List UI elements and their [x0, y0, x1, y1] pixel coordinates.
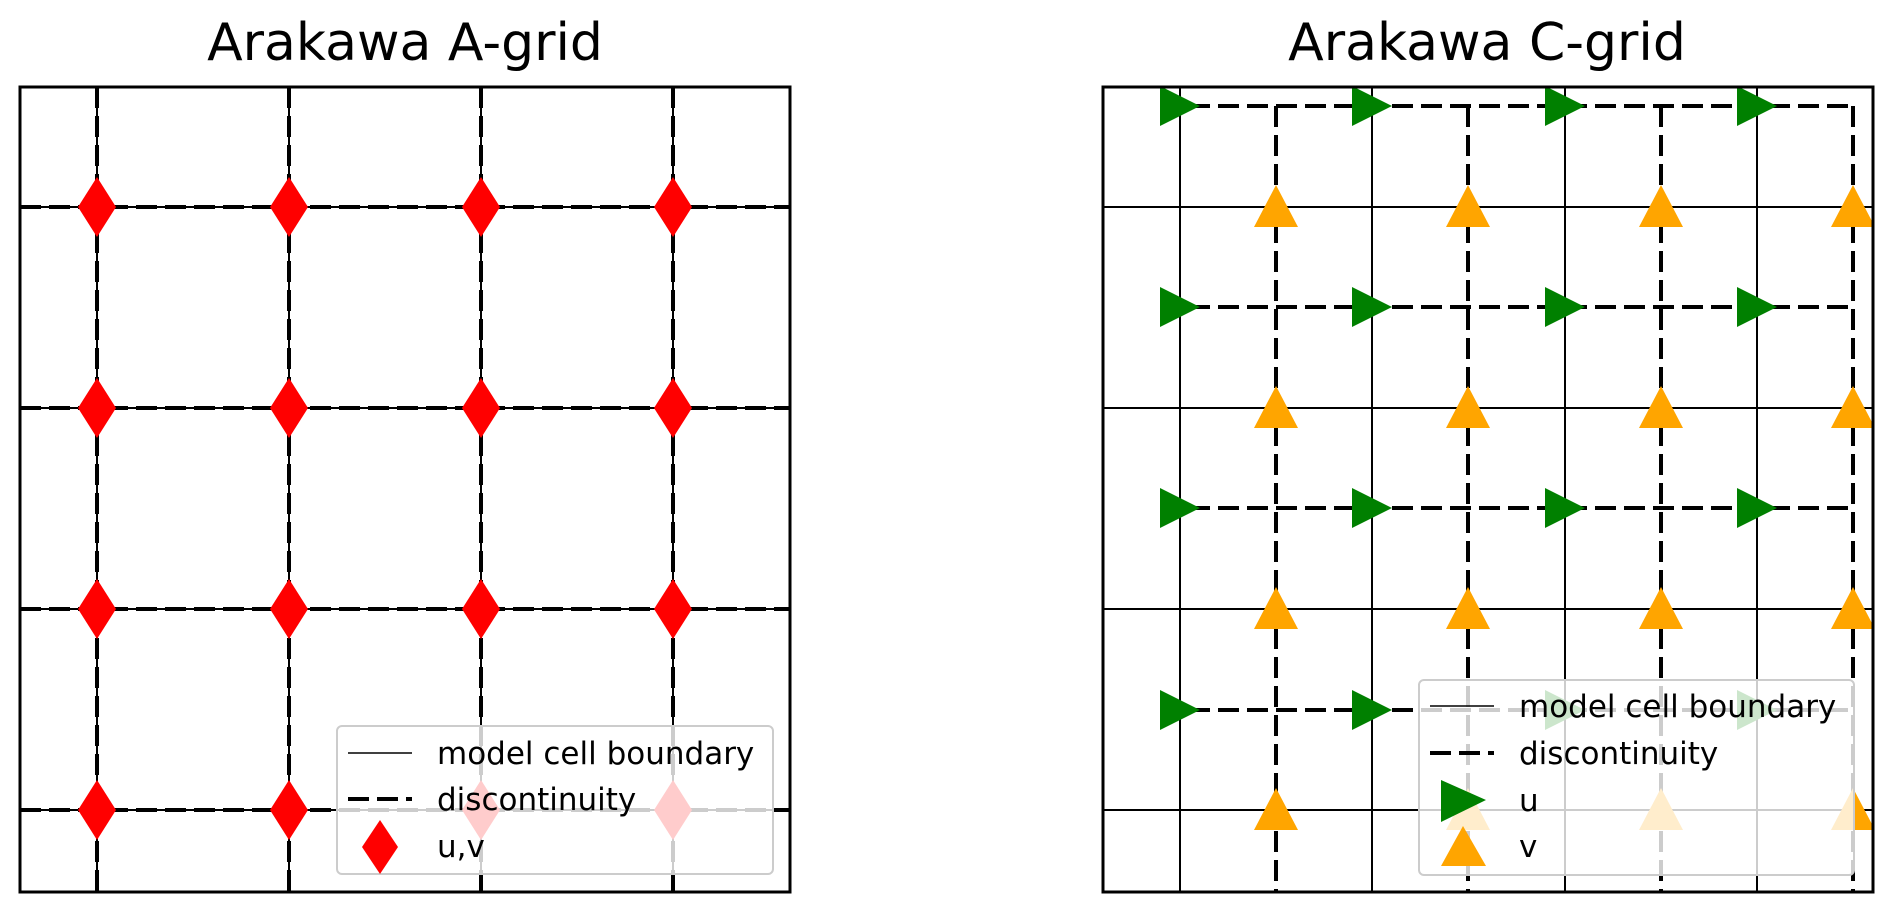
c-legend-u-marker	[1441, 780, 1486, 822]
u-point-marker	[1352, 287, 1392, 327]
u-point-marker	[1352, 488, 1392, 528]
uv-point-marker	[78, 579, 116, 639]
c-legend-discontinuity-label: discontinuity	[1519, 736, 1718, 772]
c-grid-legend-box	[1418, 679, 1855, 876]
u-point-marker	[1545, 287, 1585, 327]
a-legend-uv-label: u,v	[437, 829, 485, 865]
uv-point-marker	[270, 378, 308, 438]
a-grid-legend: model cell boundary discontinuity u,v	[336, 725, 774, 875]
c-grid-title: Arakawa C-grid	[1288, 13, 1686, 73]
uv-point-marker	[78, 378, 116, 438]
a-grid-legend-box	[336, 725, 774, 875]
uv-point-marker	[270, 780, 308, 840]
u-point-marker	[1352, 690, 1392, 730]
c-legend-boundary-label: model cell boundary	[1519, 689, 1836, 725]
a-grid-title: Arakawa A-grid	[207, 13, 603, 73]
a-grid-axes-frame	[18, 85, 792, 894]
uv-point-marker	[462, 378, 500, 438]
v-point-marker	[1446, 386, 1490, 428]
uv-point-marker	[654, 177, 692, 237]
u-point-marker	[1545, 87, 1585, 126]
a-legend-uv-marker	[362, 820, 398, 874]
u-point-marker	[1737, 287, 1777, 327]
u-point-marker	[1737, 87, 1777, 126]
uv-point-marker	[78, 177, 116, 237]
v-point-marker	[1639, 386, 1683, 428]
uv-point-marker	[654, 579, 692, 639]
u-point-marker	[1545, 488, 1585, 528]
uv-point-marker	[462, 579, 500, 639]
u-point-marker	[1737, 488, 1777, 528]
uv-point-marker	[270, 177, 308, 237]
c-legend-v-label: v	[1519, 829, 1537, 865]
v-point-marker	[1831, 587, 1873, 629]
v-point-marker	[1254, 185, 1298, 227]
c-grid-panel: Arakawa C-grid model cell boundary disco…	[1101, 13, 1875, 894]
uv-point-marker	[270, 579, 308, 639]
a-legend-boundary-label: model cell boundary	[437, 736, 754, 772]
u-point-marker	[1352, 87, 1392, 126]
v-point-marker	[1254, 386, 1298, 428]
v-point-marker	[1639, 587, 1683, 629]
v-point-marker	[1446, 185, 1490, 227]
u-point-marker	[1160, 287, 1200, 327]
u-point-marker	[1160, 488, 1200, 528]
v-point-marker	[1254, 587, 1298, 629]
c-grid-legend: model cell boundary discontinuity u v	[1418, 679, 1855, 876]
v-point-marker	[1831, 386, 1873, 428]
a-legend-discontinuity-label: discontinuity	[437, 782, 636, 818]
u-point-marker	[1160, 690, 1200, 730]
c-legend-u-label: u	[1519, 783, 1539, 819]
a-grid-panel: Arakawa A-grid model cell boundary disco…	[18, 13, 792, 894]
c-legend-v-marker	[1441, 826, 1486, 866]
uv-point-marker	[654, 378, 692, 438]
uv-point-marker	[78, 780, 116, 840]
v-point-marker	[1446, 587, 1490, 629]
v-point-marker	[1639, 185, 1683, 227]
uv-point-marker	[462, 177, 500, 237]
v-point-marker	[1831, 185, 1873, 227]
u-point-marker	[1160, 87, 1200, 126]
c-grid-axes-frame	[1101, 85, 1875, 894]
v-point-marker	[1254, 788, 1298, 830]
